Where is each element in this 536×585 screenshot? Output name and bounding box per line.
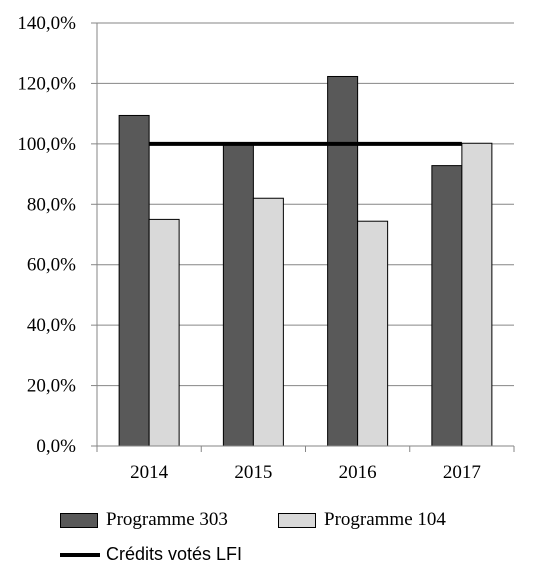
x-tick-label-2017: 2017 — [443, 462, 481, 483]
y-tick-label: 40,0% — [27, 315, 76, 336]
y-tick-label: 140,0% — [17, 13, 76, 34]
bar-programme-104-2014 — [148, 218, 180, 447]
y-tick-labels: 0,0% 20,0% 40,0% 60,0% 80,0% 100,0% 120,0% 140,… — [17, 13, 76, 457]
x-tick-label-2015: 2015 — [234, 462, 272, 483]
y-tick-label: 0,0% — [36, 436, 76, 457]
y-tick-label: 120,0% — [17, 73, 76, 94]
bar-programme-303-2014 — [118, 114, 150, 447]
bar-programme-303-2017 — [431, 165, 463, 447]
x-tick-label-2014: 2014 — [130, 462, 169, 483]
bar-programme-303-2016 — [327, 75, 359, 447]
bar-programme-104-2017 — [461, 142, 493, 447]
y-tick-label: 100,0% — [17, 134, 76, 155]
y-tick-label: 60,0% — [27, 255, 76, 276]
y-tick-label: 80,0% — [27, 194, 76, 215]
bar-programme-104-2015 — [252, 197, 284, 447]
bars — [118, 75, 493, 447]
bar-programme-303-2015 — [222, 143, 254, 447]
bar-programme-104-2016 — [357, 220, 389, 447]
x-tick-label-2016: 2016 — [339, 462, 377, 483]
x-tick-labels: 2014 2015 2016 2017 — [130, 462, 481, 483]
axes — [91, 22, 515, 452]
y-tick-label: 20,0% — [27, 376, 76, 397]
